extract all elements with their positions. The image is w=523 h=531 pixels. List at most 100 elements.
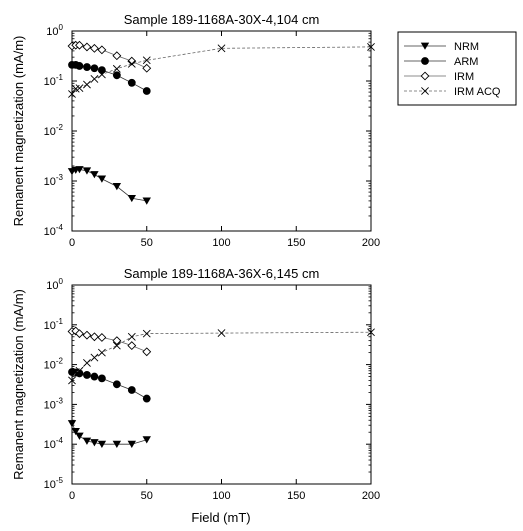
data-point [127,386,136,394]
legend: NRM ARM IRM IRM ACQ [397,31,517,106]
data-point [127,341,137,351]
y-tick-label: 10-5 [44,476,64,491]
x-tick-label: 0 [69,490,75,502]
y-tick-label: 10-4 [44,436,64,451]
data-point [75,432,84,440]
data-point [67,420,77,428]
series-irm-acq [68,328,375,385]
data-point [97,440,107,448]
data-point [112,51,122,61]
data-point [97,333,107,342]
data-point [83,359,91,367]
legend-label: IRM [454,71,474,83]
x-tick-label: 50 [141,490,153,502]
y-tick-label: 10-1 [44,73,64,88]
data-point [71,427,80,436]
data-point [90,439,99,447]
y-axis-label: Remanent magnetization (mA/m) [11,36,26,227]
data-point [75,40,84,50]
data-point [112,64,121,73]
data-point [90,372,99,381]
legend-box [397,31,517,106]
y-tick-label: 10-1 [44,317,64,332]
x-tick-label: 0 [69,237,75,249]
data-point [98,374,106,383]
legend-label: NRM [454,41,479,53]
chart-panel-2: Sample 189-1168A-36X-6,145 cm Remanent ma… [11,266,380,502]
x-tick-label: 50 [141,237,153,249]
data-point [367,43,375,51]
data-point [142,56,151,65]
data-point [112,341,121,350]
data-point [127,440,136,448]
data-point [112,182,122,191]
x-tick-label: 150 [287,490,305,502]
data-point [97,348,106,357]
data-point [68,376,76,385]
y-tick-label: 10-3 [44,396,64,411]
data-point [75,166,84,174]
data-point [75,366,84,375]
chart-panel-1: Sample 189-1168A-30X-4,104 cm Remanent ma… [11,12,380,249]
data-point [89,332,99,342]
series-nrm [67,166,151,205]
data-point [127,59,136,68]
series-line [71,44,147,69]
data-point [83,80,91,89]
series-arm [68,60,151,95]
y-tick-label: 100 [46,23,63,38]
data-point [142,197,151,205]
data-point [90,171,99,179]
data-point [75,84,84,93]
x-tick-label: 200 [362,490,380,502]
data-point [90,75,99,83]
data-point [142,329,151,338]
data-point [112,440,122,448]
data-point [112,71,121,80]
data-point [127,332,136,341]
legend-marker [421,87,429,95]
chart-title: Sample 189-1168A-36X-6,145 cm [124,266,320,281]
legend-label: ARM [454,56,478,68]
series-irm [67,326,152,357]
legend-marker [420,71,430,81]
data-point [112,336,122,346]
data-point [90,353,99,362]
series-line [72,64,147,92]
data-point [75,62,84,70]
data-point [142,436,151,444]
data-point [82,437,92,445]
y-tick-label: 10-2 [44,123,64,138]
data-point [217,329,226,337]
chart-title: Sample 189-1168A-30X-4,104 cm [124,12,320,27]
series-nrm [67,420,151,448]
data-point [112,380,121,389]
data-point [82,42,92,52]
plot-frame [71,30,372,232]
y-axis-label: Remanent magnetization (mA/m) [11,289,26,480]
data-point [83,63,91,71]
data-point [75,329,84,339]
data-point [97,45,107,55]
data-point [142,394,151,403]
data-point [82,330,92,340]
data-point [97,70,106,79]
legend-marker [421,57,429,65]
data-point [90,64,99,73]
data-point [68,90,76,98]
data-point [142,63,152,73]
y-tick-label: 10-4 [44,223,64,238]
y-tick-label: 10-2 [44,357,64,372]
data-point [82,167,92,175]
y-tick-label: 100 [46,277,63,292]
data-point [217,44,226,53]
x-tick-label: 150 [287,237,305,249]
series-line [71,169,147,202]
data-point [83,371,91,379]
legend-label: IRM ACQ [454,86,501,98]
data-point [142,347,152,357]
legend-marker [420,42,430,50]
data-point [97,175,107,183]
x-tick-label: 100 [212,237,230,249]
